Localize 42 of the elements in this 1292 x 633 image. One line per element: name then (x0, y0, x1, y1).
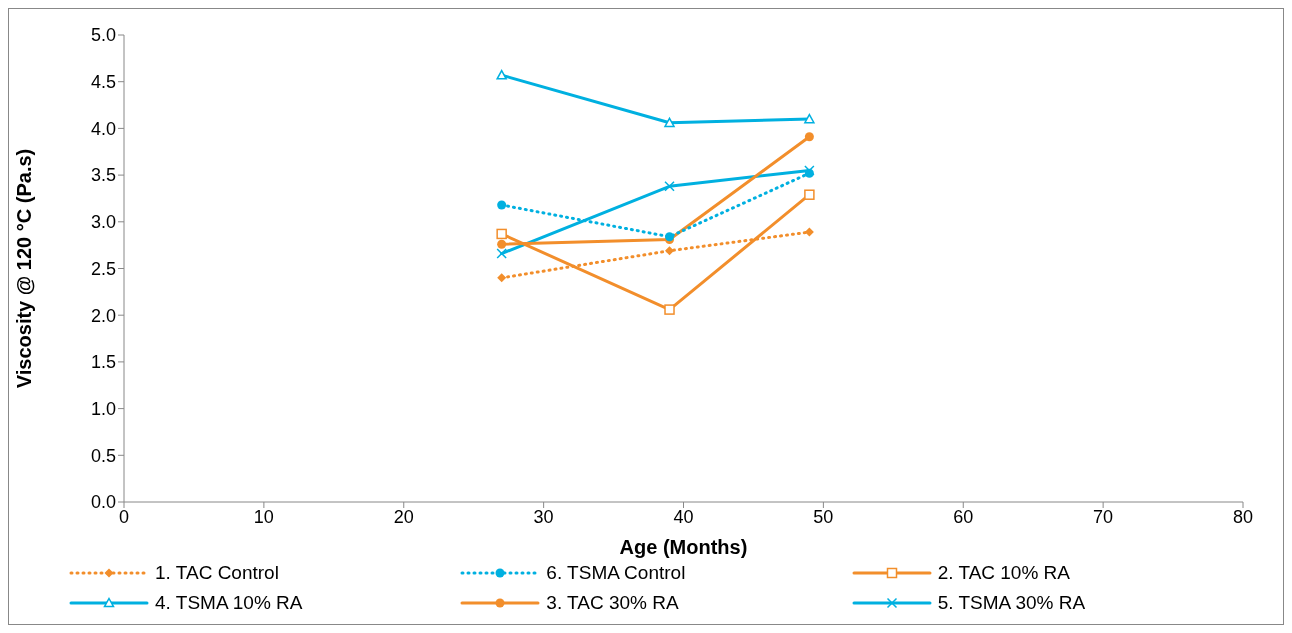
y-tick-label: 2.0 (90, 305, 116, 326)
legend-label: 5. TSMA 30% RA (937, 592, 1086, 614)
point (497, 200, 507, 210)
x-tick-label: 30 (533, 506, 554, 527)
x-tick-label: 20 (393, 506, 414, 527)
point (665, 246, 675, 256)
point (496, 248, 507, 259)
point (664, 304, 675, 315)
y-tick-label: 3.5 (90, 165, 116, 186)
y-tick-label: 3.0 (90, 212, 116, 233)
legend-label: 6. TSMA Control (546, 562, 686, 584)
point (664, 181, 675, 192)
point (496, 228, 507, 240)
point (497, 273, 507, 283)
y-tick-label: 1.0 (90, 398, 116, 419)
y-tick-label: 5.0 (90, 25, 116, 46)
legend-label: 3. TAC 30% RA (546, 592, 679, 614)
x-axis-title: Age (Months) (619, 536, 748, 558)
y-tick-label: 0.5 (90, 445, 116, 466)
y-tick-label: 4.5 (90, 72, 116, 93)
point (804, 113, 815, 124)
y-tick-label: 1.5 (90, 352, 116, 373)
x-tick-label: 80 (1232, 506, 1254, 527)
point (496, 69, 507, 80)
x-tick-label: 50 (813, 506, 834, 527)
point (804, 227, 814, 237)
y-tick-label: 4.0 (90, 118, 116, 139)
point (497, 239, 507, 249)
legend-label: 2. TAC 10% RA (937, 562, 1071, 584)
x-tick-label: 40 (673, 506, 694, 527)
legend-label: 4. TSMA 10% RA (155, 592, 303, 614)
x-tick-label: 70 (1093, 506, 1114, 527)
x-tick-label: 10 (253, 506, 274, 527)
point (804, 132, 814, 142)
legend-label: 1. TAC Control (155, 562, 279, 584)
x-tick-label: 0 (118, 506, 130, 527)
x-tick-label: 60 (953, 506, 974, 527)
point (664, 117, 675, 128)
y-tick-label: 2.5 (90, 258, 116, 279)
y-tick-label: 0.0 (90, 492, 116, 513)
y-axis-title: Viscosity @ 120 °C (Pa.s) (13, 148, 36, 389)
point (804, 189, 815, 200)
